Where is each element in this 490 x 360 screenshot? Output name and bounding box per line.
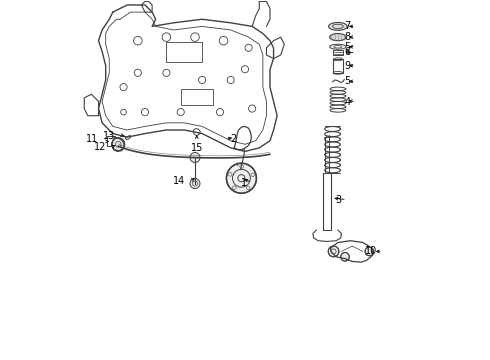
Text: 14: 14	[173, 176, 185, 186]
Text: 12: 12	[94, 142, 106, 152]
Circle shape	[365, 247, 373, 256]
Text: 8: 8	[344, 32, 350, 42]
Circle shape	[190, 153, 200, 162]
Bar	[167, 42, 202, 62]
Circle shape	[341, 252, 349, 261]
Text: 1: 1	[241, 177, 247, 188]
Text: 5: 5	[344, 42, 350, 52]
Text: 10: 10	[365, 247, 377, 256]
Ellipse shape	[330, 33, 346, 41]
Circle shape	[190, 179, 200, 189]
Bar	[181, 89, 213, 105]
Ellipse shape	[330, 44, 346, 49]
Text: 13: 13	[103, 131, 116, 141]
Text: 11: 11	[86, 134, 98, 144]
Text: 6: 6	[344, 48, 350, 58]
Circle shape	[112, 138, 124, 151]
Text: 3: 3	[335, 195, 342, 204]
Text: 2: 2	[231, 134, 237, 144]
Text: 4: 4	[344, 97, 350, 107]
Text: 9: 9	[344, 61, 350, 71]
Text: 15: 15	[191, 143, 203, 153]
Bar	[333, 50, 343, 55]
Bar	[333, 59, 343, 73]
Text: 5: 5	[344, 76, 350, 86]
Ellipse shape	[329, 22, 347, 30]
Text: 7: 7	[344, 21, 350, 31]
Circle shape	[328, 246, 339, 257]
Circle shape	[226, 163, 256, 193]
